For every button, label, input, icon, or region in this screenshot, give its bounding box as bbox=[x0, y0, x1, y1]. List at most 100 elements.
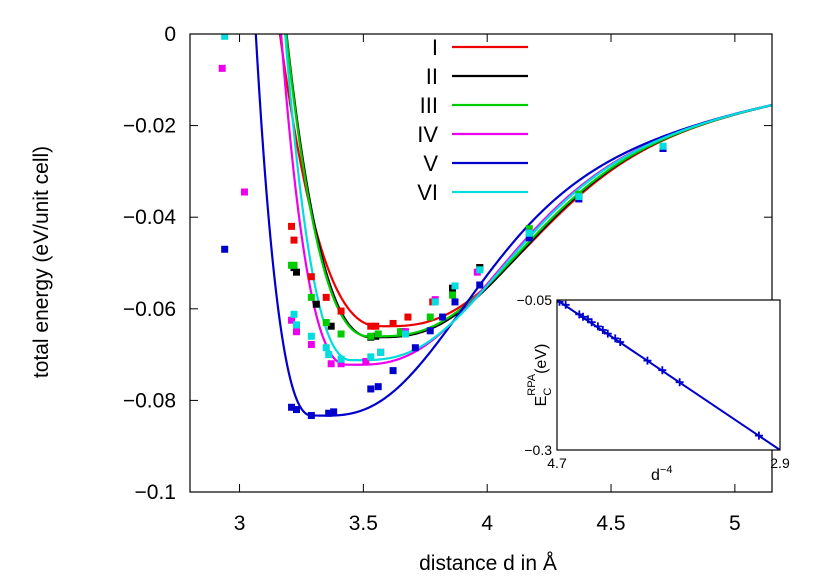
data-point-II bbox=[327, 322, 335, 330]
data-point-I bbox=[337, 307, 345, 315]
data-point-VI bbox=[337, 355, 345, 363]
data-point-IV bbox=[240, 188, 248, 196]
x-tick-label: 5 bbox=[729, 512, 741, 535]
legend-label-VI: VI bbox=[417, 180, 438, 205]
data-point-V bbox=[411, 344, 419, 352]
data-point-III bbox=[397, 328, 405, 336]
data-point-VI bbox=[322, 344, 330, 352]
data-point-I bbox=[372, 322, 380, 330]
data-point-III bbox=[426, 313, 434, 321]
legend-label-IV: IV bbox=[417, 122, 438, 147]
data-point-VI bbox=[307, 332, 315, 340]
data-point-V bbox=[307, 412, 315, 420]
data-point-VI bbox=[476, 266, 484, 274]
x-tick-label: 4.5 bbox=[596, 512, 625, 535]
data-point-I bbox=[322, 293, 330, 301]
data-point-VI bbox=[221, 34, 229, 40]
inset-data-point bbox=[579, 312, 588, 321]
data-point-V bbox=[439, 313, 447, 321]
inset-data-point bbox=[557, 300, 564, 306]
y-tick-label: −0.1 bbox=[135, 481, 176, 504]
data-point-V bbox=[476, 281, 484, 289]
inset-data-point bbox=[675, 378, 684, 387]
data-point-III bbox=[367, 332, 375, 340]
x-tick-label: 3 bbox=[234, 512, 246, 535]
inset-data-point bbox=[561, 300, 570, 309]
data-point-VI bbox=[659, 142, 667, 150]
data-point-I bbox=[288, 222, 296, 230]
inset-data-point bbox=[598, 326, 607, 334]
inset-y-tick-label: −0.3 bbox=[524, 442, 552, 458]
data-point-I bbox=[404, 313, 412, 321]
legend-label-I: I bbox=[432, 35, 438, 60]
data-point-I bbox=[389, 319, 397, 327]
data-point-IV bbox=[327, 360, 335, 368]
data-point-V bbox=[330, 408, 338, 416]
data-point-IV bbox=[307, 341, 315, 349]
axis-ticks: 3 3.5 4 4.5 5 0 −0.02 −0.04 −0.06 −0.08 −0.1 bbox=[123, 23, 772, 535]
data-point-III bbox=[374, 330, 382, 338]
series-line-II bbox=[285, 34, 772, 339]
data-point-VI bbox=[575, 193, 583, 201]
inset-ticks: −0.05 −0.34.7 2.9 bbox=[517, 292, 790, 471]
inset-data-point bbox=[643, 356, 652, 365]
y-tick-label: −0.06 bbox=[123, 298, 176, 321]
data-point-III bbox=[307, 293, 315, 301]
data-point-VI bbox=[377, 348, 385, 356]
data-point-III bbox=[290, 261, 298, 269]
y-tick-label: −0.02 bbox=[123, 115, 176, 138]
inset-content bbox=[557, 300, 780, 450]
data-point-IV bbox=[362, 357, 370, 365]
x-tick-label: 3.5 bbox=[349, 512, 378, 535]
series-line-III bbox=[285, 34, 772, 338]
data-point-V bbox=[221, 245, 229, 253]
data-point-III bbox=[337, 330, 345, 338]
data-point-V bbox=[367, 385, 375, 393]
inset-data-point bbox=[611, 334, 620, 343]
inset-x-tick-label: 4.7 bbox=[547, 455, 567, 471]
data-point-V bbox=[288, 403, 296, 411]
data-point-VI bbox=[290, 310, 298, 318]
data-point-V bbox=[426, 327, 434, 335]
data-point-II bbox=[292, 268, 300, 276]
data-point-III bbox=[525, 225, 533, 233]
data-point-V bbox=[525, 234, 533, 242]
inset-plot: −0.05 −0.34.7 2.9 d−4 ECRPA(eV) bbox=[517, 292, 790, 484]
y-axis-label: total energy (eV/unit cell) bbox=[30, 146, 53, 378]
data-point-IV bbox=[218, 64, 226, 72]
inset-data-point bbox=[754, 431, 763, 440]
inset-data-point bbox=[658, 366, 667, 375]
data-point-I bbox=[307, 273, 315, 281]
inset-y-tick-label: −0.05 bbox=[517, 292, 553, 308]
legend-label-V: V bbox=[423, 151, 438, 176]
y-tick-label: −0.04 bbox=[123, 206, 176, 229]
legend-label-II: II bbox=[426, 64, 438, 89]
data-point-III bbox=[449, 291, 457, 299]
inset-data-point bbox=[603, 329, 612, 338]
data-point-I bbox=[290, 236, 298, 244]
data-point-II bbox=[312, 300, 320, 308]
data-point-V bbox=[292, 406, 300, 414]
inset-data-point bbox=[587, 318, 596, 327]
series-line-I bbox=[278, 34, 772, 328]
x-tick-label: 4 bbox=[481, 512, 493, 535]
data-point-I bbox=[367, 322, 375, 330]
inset-frame bbox=[556, 299, 781, 451]
x-axis-label: distance d in Å bbox=[419, 552, 557, 575]
data-point-IV bbox=[288, 316, 296, 324]
main-plot: 3 3.5 4 4.5 5 0 −0.02 −0.04 −0.06 −0.08 −0.1 dista… bbox=[30, 23, 773, 575]
data-point-VI bbox=[451, 282, 459, 290]
inset-data-point bbox=[593, 322, 602, 331]
data-point-VI bbox=[325, 351, 333, 359]
inset-y-label: ECRPA(eV) bbox=[526, 344, 554, 407]
data-point-IV bbox=[292, 328, 300, 336]
legend-label-III: III bbox=[420, 93, 438, 118]
inset-x-tick-label: 2.9 bbox=[770, 455, 790, 471]
y-tick-label: 0 bbox=[164, 23, 176, 46]
data-point-VI bbox=[401, 330, 409, 338]
data-point-V bbox=[374, 383, 382, 391]
y-tick-label: −0.08 bbox=[123, 389, 176, 412]
inset-x-label: d−4 bbox=[651, 464, 672, 484]
